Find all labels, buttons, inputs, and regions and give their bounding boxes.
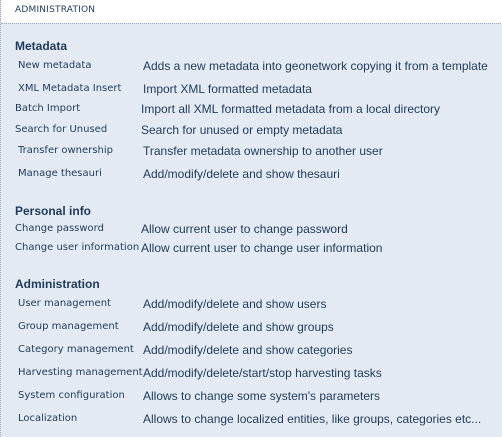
list-item: User management Add/modify/delete and sh… xyxy=(1,298,502,316)
list-item: Localization Allows to change localized … xyxy=(1,413,502,431)
category-management-link[interactable]: Category management xyxy=(18,344,134,355)
header-divider xyxy=(1,23,502,24)
change-user-information-link[interactable]: Change user information xyxy=(15,242,139,253)
system-configuration-link[interactable]: System configuration xyxy=(18,390,125,401)
panel-header: ADMINISTRATION xyxy=(1,0,502,23)
localization-link[interactable]: Localization xyxy=(18,413,77,424)
list-item: Transfer ownership Transfer metadata own… xyxy=(1,145,502,163)
harvesting-management-description: Add/modify/delete/start/stop harvesting … xyxy=(143,366,382,380)
change-user-information-description: Allow current user to change user inform… xyxy=(141,241,382,255)
transfer-ownership-description: Transfer metadata ownership to another u… xyxy=(143,144,383,158)
list-item: New metadata Adds a new metadata into ge… xyxy=(1,60,502,78)
list-item: Change user information Allow current us… xyxy=(1,242,502,260)
list-item: Group management Add/modify/delete and s… xyxy=(1,321,502,339)
system-configuration-description: Allows to change some system's parameter… xyxy=(143,389,380,403)
search-for-unused-link[interactable]: Search for Unused xyxy=(15,124,107,135)
list-item: Harvesting management Add/modify/delete/… xyxy=(1,367,502,385)
section-title-administration: Administration xyxy=(15,277,100,291)
xml-metadata-insert-link[interactable]: XML Metadata Insert xyxy=(18,83,121,94)
xml-metadata-insert-description: Import XML formatted metadata xyxy=(143,82,312,96)
list-item: System configuration Allows to change so… xyxy=(1,390,502,408)
section-title-metadata: Metadata xyxy=(15,39,67,53)
group-management-link[interactable]: Group management xyxy=(18,321,119,332)
list-item: Category management Add/modify/delete an… xyxy=(1,344,502,362)
harvesting-management-link[interactable]: Harvesting management xyxy=(18,367,143,378)
category-management-description: Add/modify/delete and show categories xyxy=(143,343,352,357)
list-item: XML Metadata Insert Import XML formatted… xyxy=(1,83,502,101)
batch-import-description: Import all XML formatted metadata from a… xyxy=(141,102,440,116)
list-item: Manage thesauri Add/modify/delete and sh… xyxy=(1,168,502,186)
transfer-ownership-link[interactable]: Transfer ownership xyxy=(18,145,113,156)
user-management-link[interactable]: User management xyxy=(18,298,111,309)
list-item: Search for Unused Search for unused or e… xyxy=(1,124,502,142)
group-management-description: Add/modify/delete and show groups xyxy=(143,320,334,334)
manage-thesauri-link[interactable]: Manage thesauri xyxy=(18,168,102,179)
localization-description: Allows to change localized entities, lik… xyxy=(143,412,481,426)
new-metadata-link[interactable]: New metadata xyxy=(18,60,91,71)
search-for-unused-description: Search for unused or empty metadata xyxy=(141,123,342,137)
list-item: Change password Allow current user to ch… xyxy=(1,223,502,241)
list-item: Batch Import Import all XML formatted me… xyxy=(1,103,502,121)
panel-title: ADMINISTRATION xyxy=(15,5,95,15)
new-metadata-description: Adds a new metadata into geonetwork copy… xyxy=(143,59,488,73)
section-title-personal-info: Personal info xyxy=(15,204,91,218)
user-management-description: Add/modify/delete and show users xyxy=(143,297,326,311)
manage-thesauri-description: Add/modify/delete and show thesauri xyxy=(143,167,340,181)
change-password-description: Allow current user to change password xyxy=(141,222,348,236)
batch-import-link[interactable]: Batch Import xyxy=(15,103,80,114)
change-password-link[interactable]: Change password xyxy=(15,223,104,234)
